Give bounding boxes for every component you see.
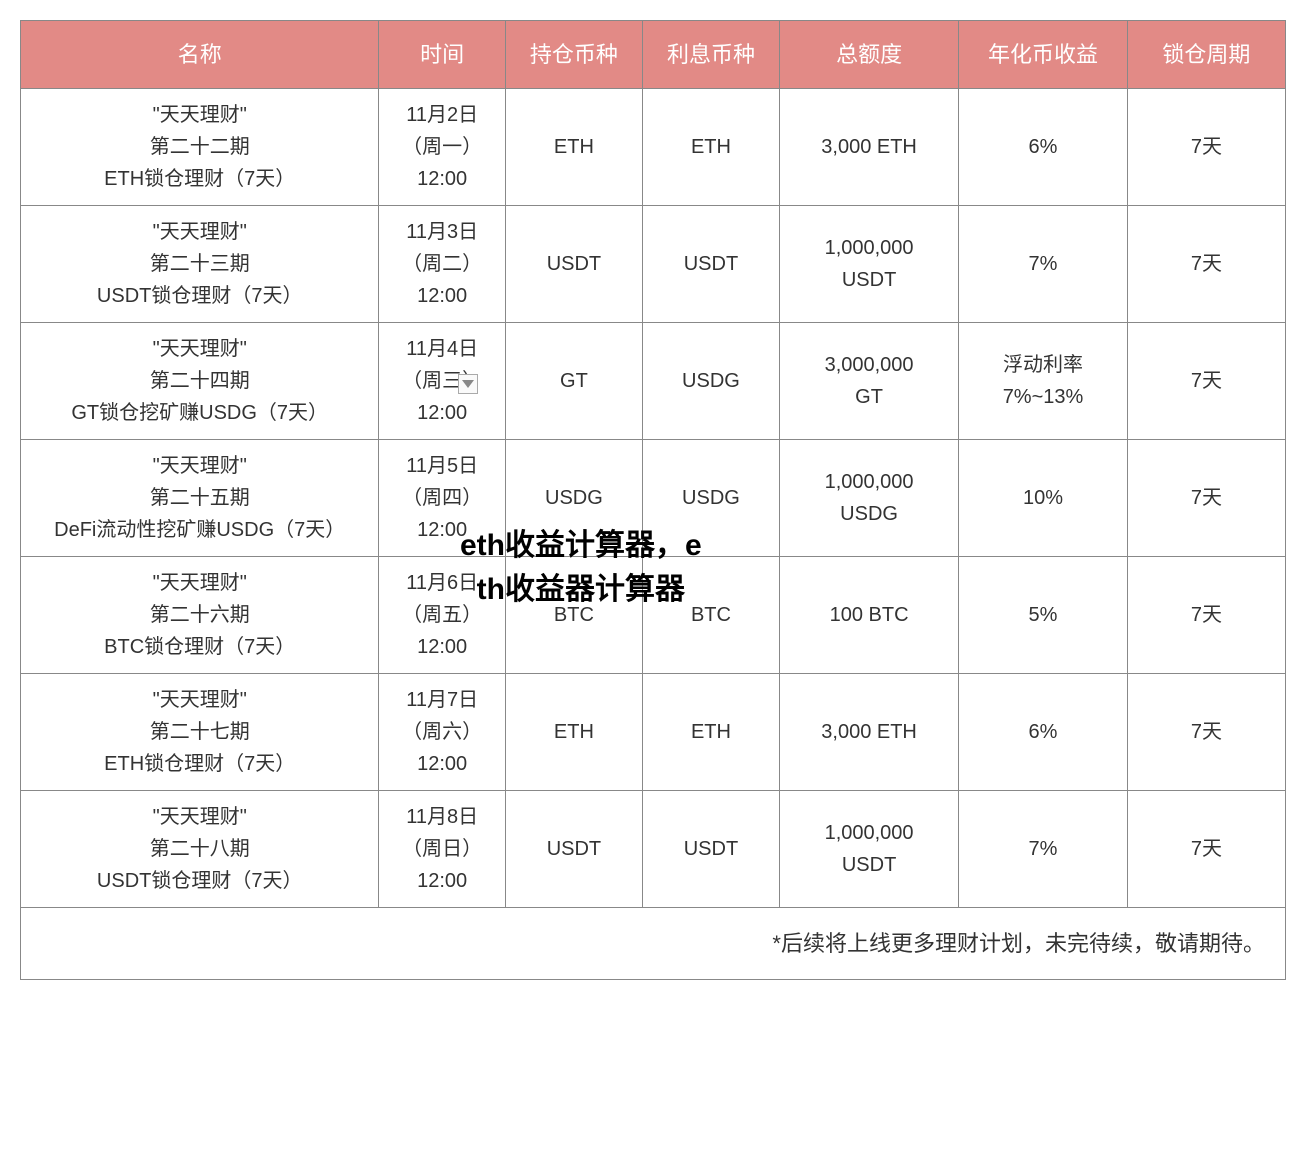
total-amount: 1,000,000 USDT	[779, 206, 958, 323]
product-name: "天天理财" 第二十六期 BTC锁仓理财（7天）	[21, 557, 379, 674]
lock-period: 7天	[1127, 440, 1285, 557]
product-time: 11月2日 （周一） 12:00	[379, 89, 506, 206]
hold-currency: USDT	[505, 206, 642, 323]
lock-period: 7天	[1127, 323, 1285, 440]
table-footer-row: *后续将上线更多理财计划，未完待续，敬请期待。	[21, 908, 1286, 980]
col-header-4: 总额度	[779, 21, 958, 89]
table-row: "天天理财" 第二十三期 USDT锁仓理财（7天）11月3日 （周二） 12:0…	[21, 206, 1286, 323]
col-header-2: 持仓币种	[505, 21, 642, 89]
annual-yield: 10%	[959, 440, 1128, 557]
col-header-6: 锁仓周期	[1127, 21, 1285, 89]
financial-products-table-wrap: 名称时间持仓币种利息币种总额度年化币收益锁仓周期 "天天理财" 第二十二期 ET…	[20, 20, 1286, 980]
interest-currency: ETH	[642, 89, 779, 206]
lock-period: 7天	[1127, 791, 1285, 908]
total-amount: 3,000 ETH	[779, 674, 958, 791]
product-name: "天天理财" 第二十七期 ETH锁仓理财（7天）	[21, 674, 379, 791]
annual-yield: 5%	[959, 557, 1128, 674]
product-time: 11月3日 （周二） 12:00	[379, 206, 506, 323]
product-name: "天天理财" 第二十五期 DeFi流动性挖矿赚USDG（7天）	[21, 440, 379, 557]
table-row: "天天理财" 第二十五期 DeFi流动性挖矿赚USDG（7天）11月5日 （周四…	[21, 440, 1286, 557]
hold-currency: USDT	[505, 791, 642, 908]
hold-currency: GT	[505, 323, 642, 440]
product-time: 11月5日 （周四） 12:00	[379, 440, 506, 557]
total-amount: 100 BTC	[779, 557, 958, 674]
table-row: "天天理财" 第二十七期 ETH锁仓理财（7天）11月7日 （周六） 12:00…	[21, 674, 1286, 791]
col-header-0: 名称	[21, 21, 379, 89]
interest-currency: ETH	[642, 674, 779, 791]
product-time: 11月7日 （周六） 12:00	[379, 674, 506, 791]
table-row: "天天理财" 第二十六期 BTC锁仓理财（7天）11月6日 （周五） 12:00…	[21, 557, 1286, 674]
interest-currency: BTC	[642, 557, 779, 674]
total-amount: 1,000,000 USDT	[779, 791, 958, 908]
hold-currency: USDG	[505, 440, 642, 557]
col-header-3: 利息币种	[642, 21, 779, 89]
lock-period: 7天	[1127, 557, 1285, 674]
lock-period: 7天	[1127, 206, 1285, 323]
product-time: 11月4日 （周三） 12:00	[379, 323, 506, 440]
total-amount: 3,000 ETH	[779, 89, 958, 206]
table-row: "天天理财" 第二十四期 GT锁仓挖矿赚USDG（7天）11月4日 （周三） 1…	[21, 323, 1286, 440]
product-name: "天天理财" 第二十三期 USDT锁仓理财（7天）	[21, 206, 379, 323]
financial-products-table: 名称时间持仓币种利息币种总额度年化币收益锁仓周期 "天天理财" 第二十二期 ET…	[20, 20, 1286, 980]
interest-currency: USDT	[642, 791, 779, 908]
interest-currency: USDT	[642, 206, 779, 323]
product-time: 11月8日 （周日） 12:00	[379, 791, 506, 908]
annual-yield: 7%	[959, 206, 1128, 323]
lock-period: 7天	[1127, 674, 1285, 791]
col-header-1: 时间	[379, 21, 506, 89]
interest-currency: USDG	[642, 323, 779, 440]
product-name: "天天理财" 第二十四期 GT锁仓挖矿赚USDG（7天）	[21, 323, 379, 440]
annual-yield: 7%	[959, 791, 1128, 908]
annual-yield: 浮动利率 7%~13%	[959, 323, 1128, 440]
product-name: "天天理财" 第二十八期 USDT锁仓理财（7天）	[21, 791, 379, 908]
total-amount: 1,000,000 USDG	[779, 440, 958, 557]
hold-currency: BTC	[505, 557, 642, 674]
table-header-row: 名称时间持仓币种利息币种总额度年化币收益锁仓周期	[21, 21, 1286, 89]
table-row: "天天理财" 第二十八期 USDT锁仓理财（7天）11月8日 （周日） 12:0…	[21, 791, 1286, 908]
lock-period: 7天	[1127, 89, 1285, 206]
col-header-5: 年化币收益	[959, 21, 1128, 89]
hold-currency: ETH	[505, 674, 642, 791]
annual-yield: 6%	[959, 89, 1128, 206]
table-row: "天天理财" 第二十二期 ETH锁仓理财（7天）11月2日 （周一） 12:00…	[21, 89, 1286, 206]
product-time: 11月6日 （周五） 12:00	[379, 557, 506, 674]
footer-note: *后续将上线更多理财计划，未完待续，敬请期待。	[21, 908, 1286, 980]
hold-currency: ETH	[505, 89, 642, 206]
interest-currency: USDG	[642, 440, 779, 557]
total-amount: 3,000,000 GT	[779, 323, 958, 440]
annual-yield: 6%	[959, 674, 1128, 791]
product-name: "天天理财" 第二十二期 ETH锁仓理财（7天）	[21, 89, 379, 206]
